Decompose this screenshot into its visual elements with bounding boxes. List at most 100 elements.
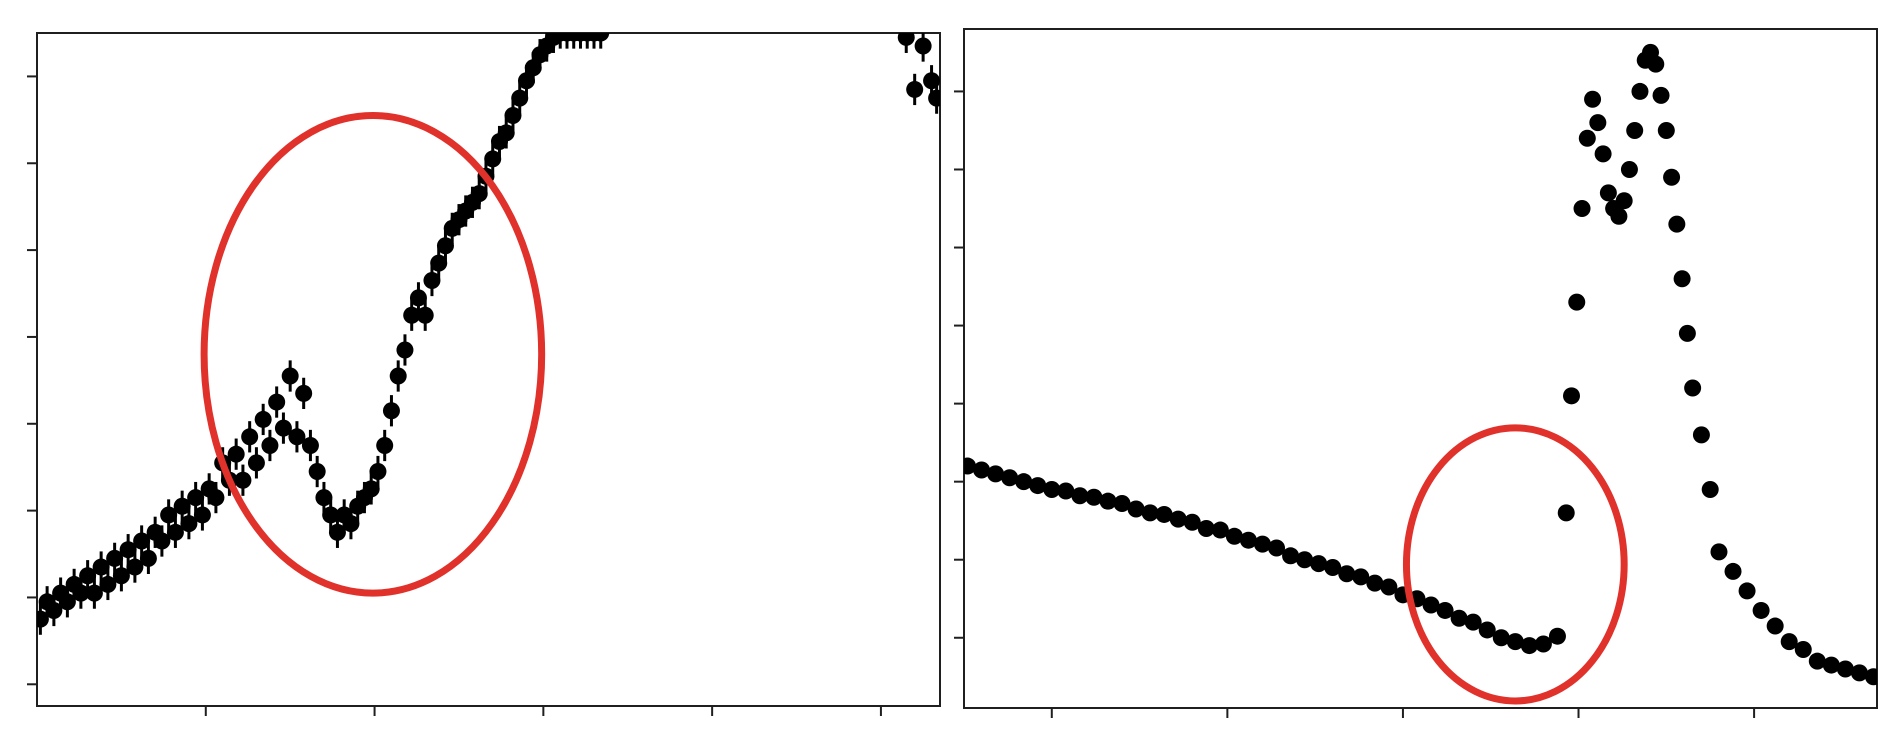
data-point: [1268, 539, 1286, 557]
data-points: [37, 33, 940, 635]
highlight-ellipse: [1402, 424, 1628, 705]
highlight-ellipse: [200, 111, 546, 597]
data-point: [897, 33, 915, 46]
data-point: [1450, 609, 1468, 627]
data-point: [1663, 168, 1681, 186]
data-point: [1253, 535, 1271, 553]
data-point: [133, 532, 151, 550]
data-point: [592, 33, 610, 42]
data-point: [369, 463, 387, 481]
data-point: [1043, 480, 1061, 498]
data-point: [1310, 555, 1328, 573]
data-point: [504, 106, 522, 124]
data-point: [1478, 621, 1496, 639]
data-point: [1015, 473, 1033, 491]
data-point: [247, 454, 265, 472]
data-point: [376, 436, 394, 454]
data-point: [112, 567, 130, 585]
data-point: [241, 428, 259, 446]
data-point: [119, 541, 137, 559]
data-point: [964, 457, 977, 475]
data-point: [1668, 215, 1686, 233]
data-point: [436, 237, 454, 255]
data-point: [1610, 207, 1628, 225]
data-point: [1338, 565, 1356, 583]
data-point: [1673, 270, 1691, 288]
data-point: [1029, 477, 1047, 495]
data-point: [1822, 656, 1840, 674]
data-point: [1282, 547, 1300, 565]
data-point: [1324, 559, 1342, 577]
data-point: [1296, 551, 1314, 569]
data-point: [234, 471, 252, 489]
data-point: [1864, 668, 1877, 686]
data-point: [1239, 531, 1257, 549]
data-point: [1464, 613, 1482, 631]
data-point: [1738, 582, 1756, 600]
data-point: [1141, 504, 1159, 522]
data-point: [928, 89, 940, 107]
data-point: [1766, 617, 1784, 635]
data-point: [92, 558, 110, 576]
data-point: [1085, 488, 1103, 506]
data-point: [1657, 121, 1675, 139]
data-point: [1599, 184, 1617, 202]
data-point: [288, 428, 306, 446]
data-point: [524, 59, 542, 77]
data-point: [1057, 482, 1075, 500]
data-point: [1794, 640, 1812, 658]
data-point: [295, 384, 313, 402]
data-point: [1380, 578, 1398, 596]
data-point: [1594, 145, 1612, 163]
data-point: [1631, 82, 1649, 100]
data-point: [153, 532, 171, 550]
data-point: [396, 341, 414, 359]
data-point: [1557, 504, 1575, 522]
data-point: [1099, 492, 1117, 510]
data-point: [207, 489, 225, 507]
data-point: [1710, 543, 1728, 561]
data-point: [1589, 114, 1607, 132]
data-point: [1436, 601, 1454, 619]
data-point: [511, 89, 529, 107]
data-point: [1534, 635, 1552, 653]
data-point: [1492, 629, 1510, 647]
data-point: [914, 37, 932, 55]
data-point: [382, 402, 400, 420]
data-point: [416, 306, 434, 324]
data-point: [342, 515, 360, 533]
data-point: [166, 523, 184, 541]
data-point: [1568, 293, 1586, 311]
data-point: [106, 549, 124, 567]
data-point: [85, 584, 103, 602]
data-point: [1562, 387, 1580, 405]
data-point: [126, 558, 144, 576]
data-point: [973, 461, 991, 479]
data-point: [1724, 562, 1742, 580]
data-point: [1678, 324, 1696, 342]
data-point: [1684, 379, 1702, 397]
data-point: [160, 506, 178, 524]
plot-frame: [36, 32, 941, 707]
data-point: [1197, 519, 1215, 537]
data-point: [261, 436, 279, 454]
data-point: [173, 497, 191, 515]
data-point: [1652, 86, 1670, 104]
data-point: [72, 584, 90, 602]
data-point: [193, 506, 211, 524]
data-point: [1584, 90, 1602, 108]
data-point: [1850, 664, 1868, 682]
data-point: [1578, 129, 1596, 147]
data-point: [1183, 513, 1201, 531]
data-point: [58, 593, 76, 611]
data-point: [1573, 200, 1591, 218]
data-point: [254, 410, 272, 428]
data-point: [517, 72, 535, 90]
data-point: [987, 465, 1005, 483]
data-point: [1071, 487, 1089, 505]
data-point: [1752, 601, 1770, 619]
data-point: [1808, 652, 1826, 670]
data-point: [1626, 121, 1644, 139]
data-point: [1127, 500, 1145, 518]
